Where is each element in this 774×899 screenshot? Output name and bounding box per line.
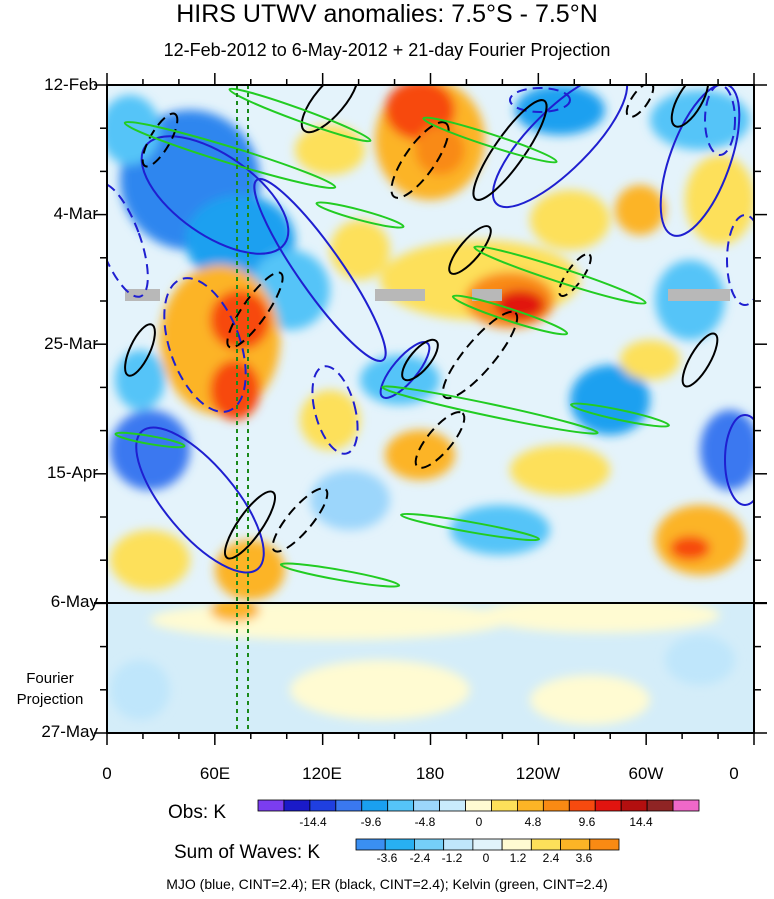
y-tick-label: 6-May — [50, 592, 98, 611]
colorbar-swatch — [491, 799, 518, 812]
colorbar-swatch — [283, 799, 311, 812]
colorbar-swatch — [472, 838, 503, 851]
projection-label-line1: Fourier — [26, 670, 74, 687]
obs-colorbar — [257, 799, 700, 812]
colorbar-swatch — [501, 838, 532, 851]
colorbar-swatch — [542, 799, 570, 812]
colorbar-swatch — [387, 799, 415, 812]
colorbar-swatch — [560, 838, 591, 851]
colorbar-swatch — [413, 799, 440, 812]
waves-colorbar-tick: 0 — [482, 851, 490, 865]
colorbar-swatch — [672, 799, 700, 812]
colorbar-swatch — [355, 838, 386, 851]
waves-colorbar-tick: 3.6 — [575, 851, 593, 865]
colorbar-swatch — [465, 799, 492, 812]
colorbar-swatch — [361, 799, 389, 812]
projection-label-line2: Projection — [16, 691, 84, 708]
mjo-contours — [135, 85, 754, 574]
projection-anomaly-field — [107, 603, 754, 733]
y-tick-label: 12-Feb — [44, 75, 98, 94]
colorbar-swatch — [517, 799, 544, 812]
colorbar-swatch — [530, 838, 561, 851]
contour-legend: MJO (blue, CINT=2.4); ER (black, CINT=2.… — [166, 876, 608, 892]
x-tick-label: 120E — [302, 764, 342, 783]
waves-colorbar-tick: -2.4 — [409, 851, 431, 865]
colorbar-swatch — [384, 838, 415, 851]
colorbar-swatch — [646, 799, 674, 812]
kelvin-contours — [114, 87, 670, 588]
x-tick-label: 120W — [515, 764, 561, 783]
x-tick-label: 0 — [102, 764, 112, 783]
waves-colorbar-tick: -1.2 — [441, 851, 463, 865]
waves-colorbar-tick: -3.6 — [376, 851, 398, 865]
waves-colorbar-title: Sum of Waves: K — [174, 842, 321, 863]
chart-subtitle: 12-Feb-2012 to 6-May-2012 + 21-day Fouri… — [163, 40, 611, 60]
axis-ticks — [94, 73, 767, 745]
colorbar-swatch — [443, 838, 474, 851]
x-tick-label: 60E — [199, 764, 231, 783]
obs-colorbar-tick: 9.6 — [578, 815, 596, 829]
colorbar-swatch — [257, 799, 285, 812]
y-tick-label: 4-Mar — [53, 204, 98, 223]
er-negative-contours — [141, 85, 655, 553]
y-tick-label: 27-May — [41, 722, 98, 741]
obs-colorbar-tick: -14.4 — [299, 815, 327, 829]
x-tick-label: 60W — [628, 764, 664, 783]
waves-colorbar — [355, 838, 620, 851]
y-tick-label: 15-Apr — [46, 463, 98, 482]
er-contours — [124, 85, 719, 560]
waves-colorbar-tick: 2.4 — [542, 851, 560, 865]
colorbar-swatch — [439, 799, 466, 812]
colorbar-swatch — [594, 799, 622, 812]
obs-colorbar-tick: 14.4 — [629, 815, 653, 829]
chart-title: HIRS UTWV anomalies: 7.5°S - 7.5°N — [176, 0, 598, 28]
colorbar-swatch — [568, 799, 596, 812]
projection-label: Fourier Projection — [0, 668, 100, 710]
obs-colorbar-tick: 0 — [475, 815, 483, 829]
colorbar-swatch — [335, 799, 363, 812]
colorbar-swatch — [620, 799, 648, 812]
x-tick-label: 180 — [415, 764, 445, 783]
x-tick-label: 0 — [729, 764, 739, 783]
colorbar-swatch — [414, 838, 445, 851]
obs-colorbar-tick: -9.6 — [360, 815, 382, 829]
obs-colorbar-title: Obs: K — [168, 802, 227, 823]
obs-colorbar-tick: 4.8 — [524, 815, 542, 829]
y-tick-label: 25-Mar — [44, 334, 98, 353]
obs-colorbar-tick: -4.8 — [414, 815, 436, 829]
colorbar-swatch — [309, 799, 337, 812]
colorbar-swatch — [589, 838, 620, 851]
waves-colorbar-tick: 1.2 — [509, 851, 527, 865]
